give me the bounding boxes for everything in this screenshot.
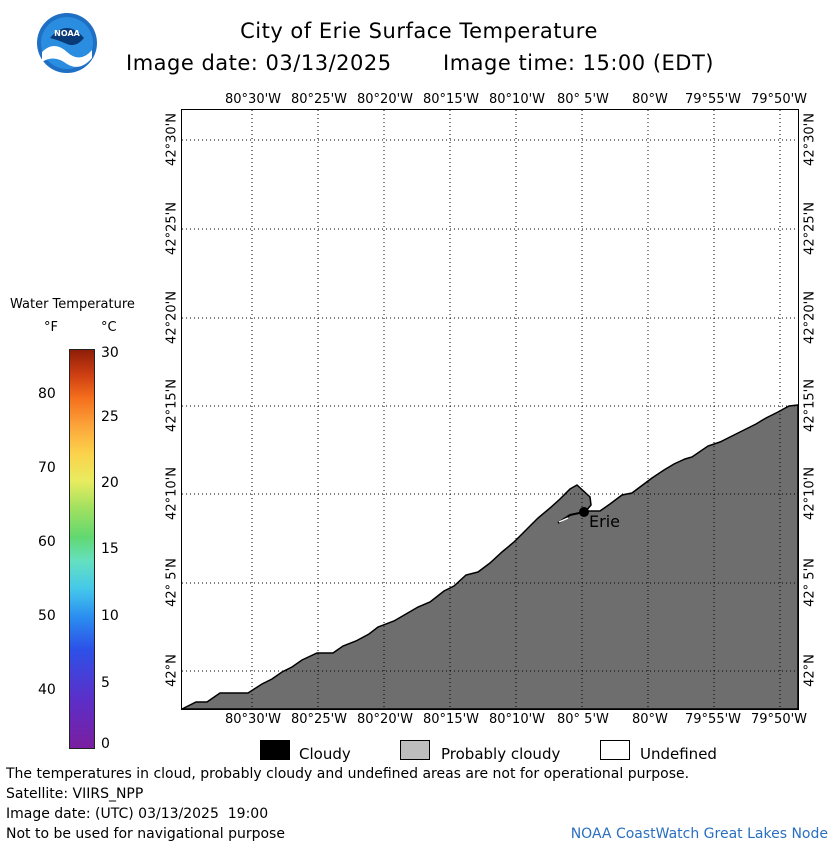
lon-label-top: 79°50'W	[751, 92, 808, 107]
lon-label-top: 80°20'W	[357, 92, 414, 107]
image-date: Image date: 03/13/2025	[126, 51, 392, 75]
graticule	[182, 110, 798, 709]
lon-label-bottom: 80°25'W	[291, 712, 348, 727]
lat-label-left: 42°20'N	[164, 291, 180, 344]
lon-label-bottom: 80°15'W	[423, 712, 480, 727]
lat-label-right: 42°20'N	[802, 291, 818, 344]
f-tick-70: 70	[38, 460, 56, 476]
legend-label-undefined: Undefined	[640, 745, 717, 763]
legend-swatch-undefined	[600, 740, 630, 760]
erie-marker	[579, 507, 589, 517]
lon-label-bottom: 80° 5'W	[557, 712, 609, 727]
f-tick-50: 50	[38, 608, 56, 624]
c-tick-20: 20	[101, 475, 119, 491]
f-tick-40: 40	[38, 682, 56, 698]
c-tick-10: 10	[101, 608, 119, 624]
legend-label-probably-cloudy: Probably cloudy	[441, 745, 561, 763]
c-tick-0: 0	[101, 736, 110, 752]
lat-label-right: 42° 5'N	[802, 558, 818, 607]
footer-nav-warning: Not to be used for navigational purpose	[6, 826, 285, 842]
lat-label-right: 42°15'N	[802, 379, 818, 432]
city-label-erie: Erie	[589, 512, 620, 531]
legend-swatch-probably-cloudy	[400, 740, 430, 760]
lat-label-left: 42°15'N	[164, 379, 180, 432]
c-tick-25: 25	[101, 409, 119, 425]
lon-label-top: 80°10'W	[489, 92, 546, 107]
lon-label-bottom: 80°20'W	[357, 712, 414, 727]
lat-label-right: 42°25'N	[802, 202, 818, 255]
lon-label-top: 80°W	[632, 92, 668, 107]
noaa-logo: NOAA	[36, 12, 98, 74]
lon-label-bottom: 80°W	[632, 712, 668, 727]
lat-label-left: 42°10'N	[164, 467, 180, 520]
lon-label-bottom: 79°55'W	[685, 712, 742, 727]
lon-label-bottom: 79°50'W	[751, 712, 808, 727]
land-area	[181, 404, 799, 710]
legend-swatch-cloudy	[260, 740, 290, 760]
unit-fahrenheit: °F	[44, 320, 58, 335]
unit-celsius: °C	[101, 320, 117, 335]
lat-label-right: 42°30'N	[802, 113, 818, 166]
lon-label-bottom: 80°10'W	[489, 712, 546, 727]
c-tick-30: 30	[101, 345, 119, 361]
lon-label-top: 80° 5'W	[557, 92, 609, 107]
legend-label-cloudy: Cloudy	[299, 745, 351, 763]
footer-note: The temperatures in cloud, probably clou…	[6, 766, 690, 782]
c-tick-5: 5	[101, 675, 110, 691]
lon-label-bottom: 80°30'W	[225, 712, 282, 727]
c-tick-15: 15	[101, 541, 119, 557]
f-tick-60: 60	[38, 534, 56, 550]
footer-utc-date: Image date: (UTC) 03/13/2025 19:00	[6, 806, 269, 822]
lat-label-left: 42°25'N	[164, 202, 180, 255]
f-tick-80: 80	[38, 386, 56, 402]
lon-label-top: 80°30'W	[225, 92, 282, 107]
lat-label-left: 42° 5'N	[164, 558, 180, 607]
colorbar-title: Water Temperature	[10, 297, 135, 312]
image-time: Image time: 15:00 (EDT)	[443, 51, 714, 75]
lon-label-top: 80°25'W	[291, 92, 348, 107]
lat-label-right: 42°10'N	[802, 467, 818, 520]
footer-credit: NOAA CoastWatch Great Lakes Node	[570, 826, 828, 842]
lon-label-top: 79°55'W	[685, 92, 742, 107]
temperature-colorbar	[69, 349, 95, 749]
map-title: City of Erie Surface Temperature	[240, 19, 598, 43]
lon-label-top: 80°15'W	[423, 92, 480, 107]
footer-satellite: Satellite: VIIRS_NPP	[6, 786, 144, 802]
logo-text: NOAA	[54, 29, 80, 38]
lat-label-left: 42°N	[164, 654, 180, 687]
lat-label-left: 42°30'N	[164, 113, 180, 166]
lat-label-right: 42°N	[802, 654, 818, 687]
